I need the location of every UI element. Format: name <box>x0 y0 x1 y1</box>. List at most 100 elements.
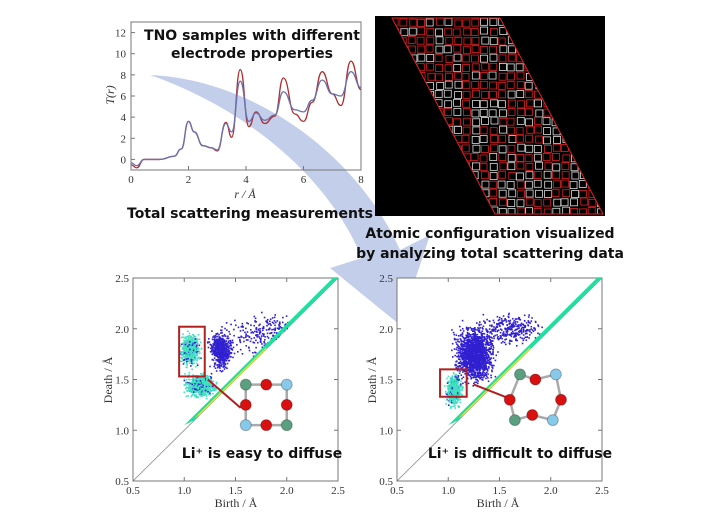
data-point <box>225 322 228 324</box>
lattice-cell <box>462 64 470 72</box>
data-point <box>249 329 252 331</box>
data-point <box>199 382 202 385</box>
lattice-cell <box>452 28 461 37</box>
data-point <box>460 341 463 343</box>
data-point <box>253 324 256 327</box>
lattice-cell <box>497 100 506 109</box>
lattice-cell <box>552 171 560 180</box>
y-tick-label: 1.0 <box>379 425 393 437</box>
lattice-cell <box>553 180 561 189</box>
data-point <box>488 336 491 339</box>
data-point <box>477 345 480 347</box>
data-point <box>190 347 193 350</box>
data-point <box>454 375 456 378</box>
data-point <box>181 346 184 349</box>
data-point <box>477 354 480 357</box>
data-point <box>466 349 468 351</box>
data-point <box>237 336 240 339</box>
lattice-cell <box>471 54 479 63</box>
data-point <box>462 366 464 368</box>
data-point <box>483 348 485 351</box>
data-point <box>213 347 215 349</box>
data-point <box>511 332 514 335</box>
data-point <box>482 358 485 361</box>
data-point <box>471 357 474 360</box>
data-point <box>507 315 510 318</box>
data-point <box>269 318 272 321</box>
data-point <box>254 317 257 320</box>
data-point <box>479 377 482 380</box>
data-point <box>470 337 473 340</box>
data-point <box>194 395 196 398</box>
data-point <box>229 339 232 342</box>
data-point <box>474 340 477 343</box>
data-point <box>217 366 219 369</box>
data-point <box>480 336 483 339</box>
data-point <box>181 360 184 363</box>
data-point <box>469 357 472 359</box>
data-point <box>262 325 265 328</box>
data-point <box>481 337 483 340</box>
data-point <box>473 334 475 337</box>
data-point <box>522 329 525 332</box>
lattice-cell <box>408 27 417 36</box>
data-point <box>194 358 197 361</box>
data-point <box>188 353 190 356</box>
data-point <box>481 352 484 354</box>
data-point <box>492 352 494 354</box>
data-point <box>446 393 448 396</box>
y-tick-label: 2.0 <box>115 324 129 336</box>
lattice-cell <box>544 180 553 189</box>
lattice-cell <box>462 90 471 99</box>
data-point <box>230 352 233 354</box>
data-point <box>487 350 490 352</box>
lattice-cell <box>435 64 444 73</box>
lattice-cell <box>497 81 506 90</box>
data-point <box>473 374 476 376</box>
data-point <box>495 328 497 330</box>
data-point <box>252 341 255 344</box>
data-point <box>473 347 476 350</box>
data-point <box>455 376 457 378</box>
data-point <box>218 333 220 336</box>
data-point <box>489 324 491 327</box>
y-tick-label: 2 <box>121 133 127 145</box>
lattice-cell <box>463 108 471 116</box>
data-point <box>456 398 458 401</box>
data-point <box>185 337 187 340</box>
data-point <box>179 360 182 363</box>
data-point <box>214 336 216 339</box>
data-point <box>204 384 207 387</box>
data-point <box>222 345 225 347</box>
data-point <box>226 353 229 355</box>
data-point <box>481 346 484 348</box>
data-point <box>469 335 472 337</box>
data-point <box>201 392 204 395</box>
data-point <box>192 341 194 343</box>
data-point <box>195 338 198 341</box>
data-point <box>489 363 491 366</box>
data-point <box>474 326 476 329</box>
data-point <box>478 363 481 366</box>
data-point <box>186 381 189 384</box>
data-point <box>471 333 474 336</box>
data-point <box>220 370 223 373</box>
lattice-cell <box>407 35 416 44</box>
data-point <box>478 371 480 373</box>
lattice-cell <box>462 126 471 135</box>
data-point <box>467 353 469 356</box>
data-point <box>472 342 475 345</box>
data-point <box>254 321 257 323</box>
data-point <box>507 327 510 330</box>
data-point <box>461 389 464 391</box>
lattice-cell <box>472 100 480 108</box>
data-point <box>484 353 487 355</box>
data-point <box>470 358 473 360</box>
data-point <box>520 332 523 335</box>
data-point <box>470 371 473 373</box>
data-point <box>449 387 451 390</box>
data-point <box>479 368 482 370</box>
data-point <box>191 383 194 385</box>
data-point <box>514 329 516 332</box>
data-point <box>267 337 270 339</box>
